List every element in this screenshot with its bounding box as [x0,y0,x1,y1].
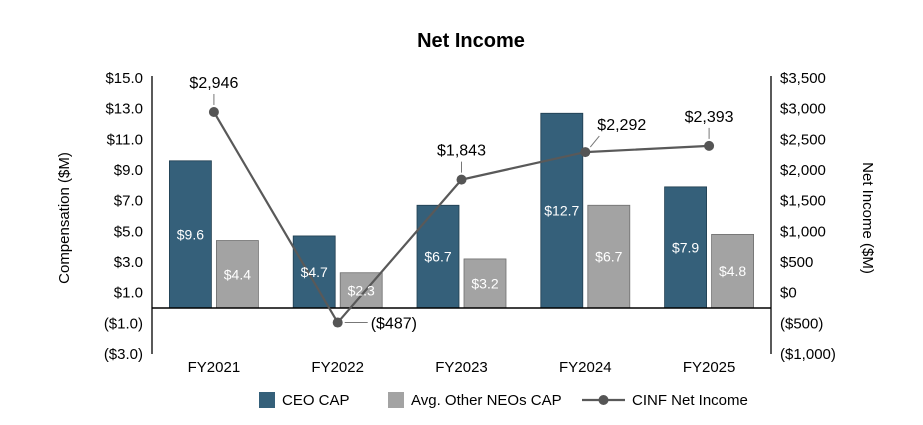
net-income-label: $1,843 [437,143,486,160]
net-income-point [580,147,591,158]
bars-layer [152,112,771,309]
y2-tick-label: $2,500 [780,131,826,148]
ceo-cap-label: $6.7 [424,249,451,265]
axes-layer: $15.0 $13.0 $11.0 $9.0 $7.0 $5.0 $3.0 $1.0 ($1.0… [104,70,836,376]
net-income-point [704,140,715,151]
y-tick-label: $9.0 [114,162,143,179]
neo-cap-label: $6.7 [595,249,622,265]
neo-cap-label: $2.3 [348,282,375,298]
y2-tick-label: $3,500 [780,70,826,87]
legend: CEO CAP Avg. Other NEOs CAP CINF Net Incom… [259,392,748,409]
ceo-cap-label: $4.7 [301,264,328,280]
y2-tick-label: $0 [780,285,797,302]
net-income-label: $2,946 [189,75,238,92]
line-layer [208,106,715,328]
y2-axis-title: Net Income ($M) [859,162,876,274]
y2-tick-label: ($500) [780,315,823,332]
y-tick-label: ($3.0) [104,346,143,363]
neo-cap-label: $4.4 [224,266,251,282]
y-tick-label: ($1.0) [104,315,143,332]
point-leader-line [589,135,600,148]
ceo-cap-bar [540,112,584,309]
y-tick-label: $13.0 [105,101,143,118]
legend-swatch-neo-cap [388,392,404,408]
x-tick-label: FY2022 [311,359,364,376]
y-tick-label: $1.0 [114,285,143,302]
y-axis-title: Compensation ($M) [56,152,73,284]
ceo-cap-bar [168,160,212,309]
ceo-cap-label: $12.7 [544,203,579,219]
x-tick-label: FY2023 [435,359,488,376]
neo-cap-bar [587,204,631,309]
y2-tick-label: ($1,000) [780,346,836,363]
neo-cap-label: $3.2 [471,275,498,291]
net-income-point [456,174,467,185]
y-tick-label: $3.0 [114,254,143,271]
ceo-cap-bar [292,235,336,309]
net-income-label: $2,393 [685,109,734,126]
x-tick-label: FY2025 [683,359,736,376]
neo-cap-label: $4.8 [719,263,746,279]
chart-title: Net Income [417,30,525,52]
ceo-cap-bar [664,186,707,309]
x-tick-label: FY2021 [188,359,241,376]
y2-tick-label: $1,500 [780,193,826,210]
net-income-point [208,106,219,117]
net-income-label: ($487) [371,316,417,333]
y-tick-label: $5.0 [114,223,143,240]
net-income-label: $2,292 [597,117,646,134]
y-tick-label: $15.0 [105,70,143,87]
y2-tick-label: $3,000 [780,101,826,118]
legend-label-neo-cap: Avg. Other NEOs CAP [411,392,562,409]
ceo-cap-label: $7.9 [672,239,699,255]
legend-swatch-ceo-cap [259,392,275,408]
y2-tick-label: $1,000 [780,223,826,240]
neo-cap-bar [215,240,259,309]
legend-label-ceo-cap: CEO CAP [282,392,350,409]
y-tick-label: $11.0 [107,131,143,148]
neo-cap-bar [463,258,507,309]
y2-tick-label: $2,000 [780,162,826,179]
y2-tick-label: $500 [780,254,813,271]
ceo-cap-label: $9.6 [177,226,204,242]
net-income-point [332,317,343,328]
x-tick-label: FY2024 [559,359,612,376]
legend-label-net-income: CINF Net Income [632,392,748,409]
y-tick-label: $7.0 [114,193,143,210]
neo-cap-bar [711,233,754,309]
legend-marker-net-income [598,395,609,405]
labels-layer: $9.6 $4.4 $4.7 $2.3 $6.7 $3.2 $12.7 $6.7 $7.9 $4.… [177,75,747,333]
